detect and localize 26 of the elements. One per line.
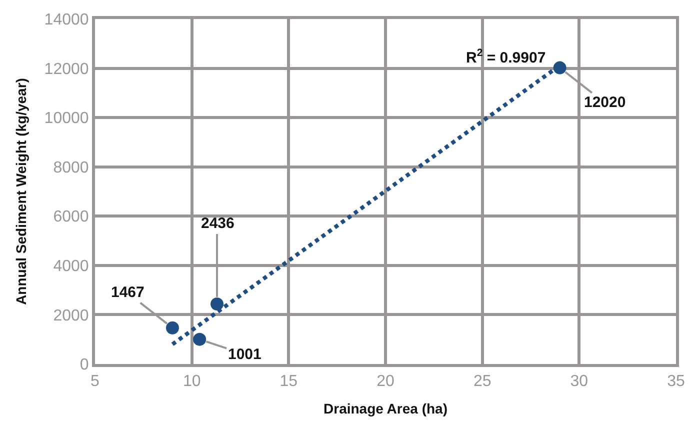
x-tick-label: 30 xyxy=(570,373,588,390)
x-tick-label: 15 xyxy=(280,373,298,390)
data-label: 1467 xyxy=(111,284,144,301)
x-tick-label: 20 xyxy=(376,373,394,390)
point xyxy=(193,332,206,346)
y-axis-title: Annual Sediment Weight (kg/year) xyxy=(12,78,29,305)
x-tick-label: 10 xyxy=(182,373,201,390)
y-tick-label: 4000 xyxy=(53,258,89,276)
x-tick-label: 5 xyxy=(90,373,100,390)
y-tick-label: 8000 xyxy=(53,159,89,176)
annotation: R$^{2}$ = 0.9907 xyxy=(466,47,546,66)
data-label: 12020 xyxy=(584,94,626,111)
y-tick-label: 0 xyxy=(80,356,89,374)
y-tick-label: 14000 xyxy=(44,12,89,29)
x-tick-label: 35 xyxy=(667,373,685,390)
y-tick-label: 2000 xyxy=(53,307,89,324)
point xyxy=(166,321,179,334)
data-label: 1001 xyxy=(228,346,262,363)
point xyxy=(210,297,224,310)
x-tick-label: 25 xyxy=(473,373,492,390)
point xyxy=(553,61,566,74)
y-tick-label: 6000 xyxy=(53,208,89,226)
y-tick-label: 12000 xyxy=(44,60,89,78)
y-tick-label: 10000 xyxy=(44,110,89,128)
x-axis-title: Drainage Area (ha) xyxy=(324,400,448,416)
data-label: 2436 xyxy=(201,215,234,232)
